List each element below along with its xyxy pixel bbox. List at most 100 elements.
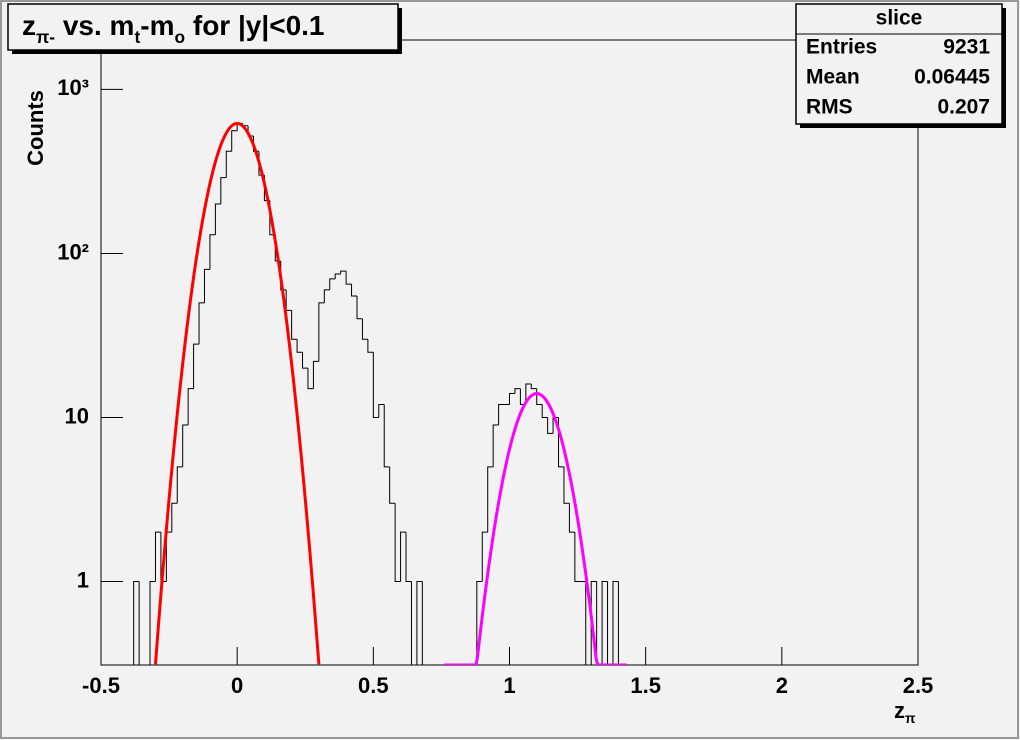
histogram-bin xyxy=(574,532,581,583)
stats-label: RMS xyxy=(806,96,853,119)
histogram-bin xyxy=(612,581,619,665)
histogram-bin xyxy=(323,289,330,303)
histogram-bin xyxy=(389,466,396,504)
histogram-bin xyxy=(416,581,423,665)
histogram-bin xyxy=(541,404,548,418)
y-tick-label: 10² xyxy=(57,239,89,264)
histogram-bin xyxy=(617,581,624,665)
subscript: t xyxy=(134,27,140,47)
text-part: z xyxy=(894,698,905,723)
x-tick-label: 2 xyxy=(776,673,788,698)
histogram-bin xyxy=(334,273,341,279)
histogram-bin xyxy=(329,278,336,290)
histogram-bin xyxy=(302,352,308,369)
histogram-bin xyxy=(312,360,319,389)
chart-title: zπ- vs. mt-mo for |y|<0.1 xyxy=(22,10,325,46)
histogram-bin xyxy=(378,404,385,418)
histogram-bin xyxy=(182,424,189,467)
text-part: for |y|<0.1 xyxy=(185,10,324,41)
histogram-bin xyxy=(487,466,494,533)
histogram-bin xyxy=(421,581,428,665)
text-part: vs. m xyxy=(55,10,134,41)
histogram xyxy=(133,121,630,665)
x-tick-label: 0 xyxy=(231,673,243,698)
histogram-bin xyxy=(203,268,210,303)
histogram-bin xyxy=(133,581,140,665)
histogram-bin xyxy=(492,424,499,467)
x-tick-label: 2.5 xyxy=(903,673,934,698)
stats-box xyxy=(795,3,1003,125)
histogram-bin xyxy=(590,581,597,665)
histogram-bin xyxy=(225,150,232,178)
histogram-bin xyxy=(514,388,521,394)
histogram-bin xyxy=(481,531,488,582)
histogram-bin xyxy=(563,466,570,504)
x-axis-label: zπ xyxy=(894,698,916,726)
text-part: -m xyxy=(140,10,174,41)
histogram-bin xyxy=(361,318,368,340)
histogram-bin xyxy=(367,339,374,353)
histogram-bin xyxy=(296,339,303,353)
stats-value: 0.06445 xyxy=(914,66,990,89)
histogram-bin xyxy=(509,393,515,405)
histogram-bin xyxy=(149,581,156,665)
histogram-bin xyxy=(193,343,200,389)
histogram-bin xyxy=(154,531,161,582)
histogram-bin xyxy=(138,581,145,665)
text-part: z xyxy=(22,10,36,41)
subscript: o xyxy=(174,27,185,47)
histogram-bin xyxy=(171,502,178,533)
histogram-bin xyxy=(568,503,575,533)
histogram-bin xyxy=(176,466,183,504)
histogram-bin xyxy=(318,302,325,362)
histogram-bin xyxy=(498,404,505,426)
stats-label: Mean xyxy=(806,66,860,89)
histogram-bin xyxy=(525,383,532,405)
stats-label: Entries xyxy=(806,36,877,59)
fit-curve xyxy=(444,392,627,665)
x-tick-label: 0.5 xyxy=(358,673,389,698)
y-tick-label: 10 xyxy=(65,403,89,428)
histogram-bin xyxy=(291,310,298,340)
histogram-bin xyxy=(340,270,347,274)
histogram-bin xyxy=(214,203,221,235)
histogram-bin xyxy=(383,404,390,468)
subscript: π- xyxy=(36,27,55,47)
histogram-bin xyxy=(220,177,227,205)
x-tick-label: 1.5 xyxy=(630,673,661,698)
histogram-bin xyxy=(400,531,407,582)
histogram-bin xyxy=(209,234,216,270)
histogram-bin xyxy=(394,503,401,583)
histogram-bin xyxy=(476,581,483,665)
histogram-bin xyxy=(547,417,554,434)
x-tick-label: -0.5 xyxy=(82,673,120,698)
title-box xyxy=(7,3,399,51)
histogram-bin xyxy=(231,130,238,152)
y-tick-label: 1 xyxy=(77,567,89,592)
histogram-bin xyxy=(601,581,608,665)
stats-value: 9231 xyxy=(943,36,990,59)
stats-title: slice xyxy=(876,7,923,30)
histogram-bin xyxy=(187,388,194,426)
histogram-bin xyxy=(356,296,363,320)
histogram-bin xyxy=(405,532,412,583)
y-tick-label: 10³ xyxy=(57,75,89,100)
histogram-bin xyxy=(372,352,379,418)
histogram-bin xyxy=(307,368,314,390)
histogram-bin xyxy=(351,284,357,297)
stats-value: 0.207 xyxy=(937,96,990,119)
histogram-bin xyxy=(607,581,613,665)
x-tick-label: 1 xyxy=(503,673,515,698)
fit-curve xyxy=(153,121,321,665)
y-axis-label: Counts xyxy=(23,90,48,166)
histogram-bin xyxy=(530,384,537,390)
histogram-bin xyxy=(345,271,352,285)
histogram-bin xyxy=(198,302,205,345)
histogram-bin xyxy=(585,581,592,665)
subscript: π xyxy=(905,711,916,726)
frame xyxy=(100,39,919,666)
histogram-bin xyxy=(596,581,603,665)
histogram-bin xyxy=(410,581,417,665)
